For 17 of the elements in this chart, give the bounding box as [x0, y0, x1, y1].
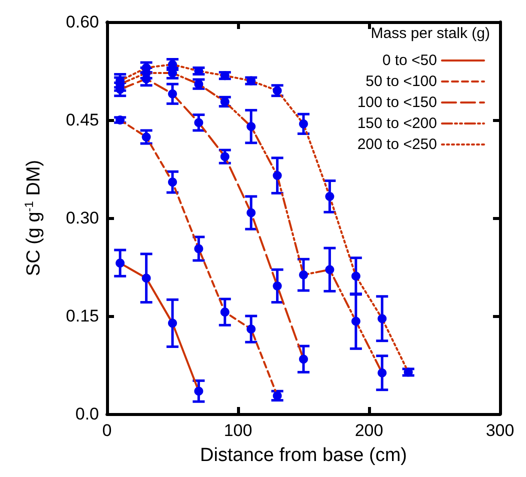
x-tick-label: 200: [354, 421, 384, 440]
legend-label: 0 to <50: [382, 52, 437, 69]
y-tick-label: 0.60: [66, 12, 99, 32]
y-tick-label: 0.30: [66, 208, 99, 228]
legend-label: 150 to <200: [357, 115, 437, 132]
y-tick-label: 0.45: [66, 110, 99, 130]
y-tick-label: 0.0: [75, 404, 99, 424]
x-tick-label: 300: [486, 421, 514, 440]
y-axis-title: SC (g g-1 DM): [22, 160, 44, 276]
legend-label: 100 to <150: [357, 94, 437, 111]
x-axis-title: Distance from base (cm): [200, 445, 407, 466]
x-tick-label: 100: [224, 421, 252, 440]
y-tick-label: 0.15: [66, 306, 99, 326]
x-tick-label: 0: [102, 421, 112, 440]
legend-title: Mass per stalk (g): [370, 25, 490, 42]
legend-label: 50 to <100: [366, 73, 437, 90]
legend-label: 200 to <250: [357, 136, 437, 153]
